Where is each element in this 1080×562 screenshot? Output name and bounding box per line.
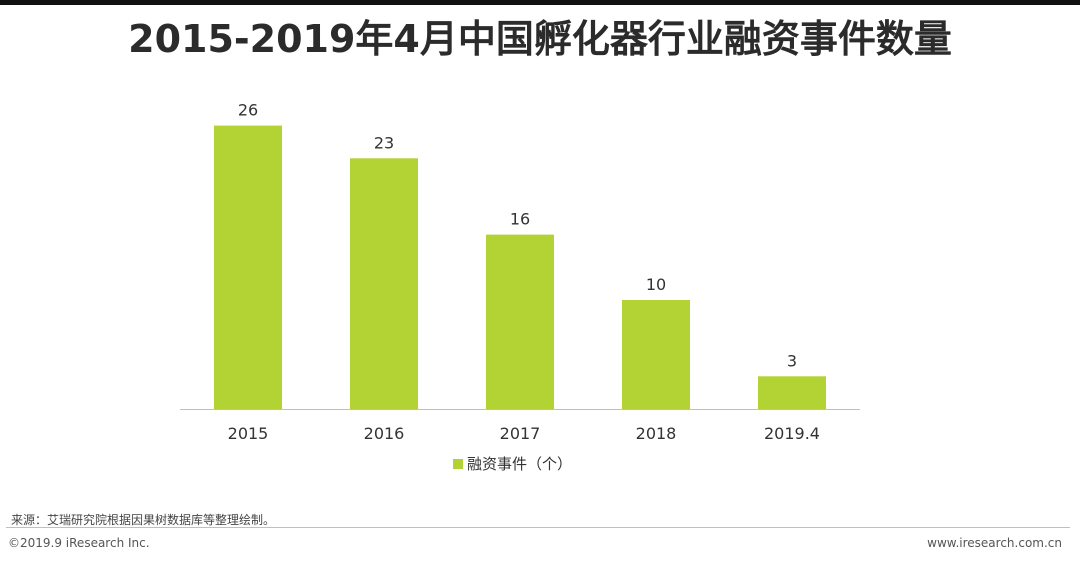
bar-2018 — [622, 300, 690, 409]
data-label-2017: 16 — [510, 210, 530, 229]
bar-2017 — [486, 234, 554, 409]
legend-swatch — [453, 459, 463, 469]
bar-2015 — [214, 125, 282, 409]
data-label-2016: 23 — [374, 133, 394, 152]
x-tick-label-2016: 2016 — [364, 424, 405, 443]
bar-chart: 26 2015 23 2016 16 2017 10 2018 3 2019.4 融资事件（个） — [180, 101, 860, 473]
chart-title: 2015-2019年4月中国孵化器行业融资事件数量 — [128, 17, 952, 61]
data-label-2018: 10 — [646, 275, 666, 294]
footer-divider — [6, 527, 1070, 528]
x-tick-label-2015: 2015 — [228, 424, 269, 443]
bar-2016 — [350, 158, 418, 409]
data-label-2015: 26 — [238, 101, 258, 120]
top-bar — [0, 0, 1080, 5]
x-tick-label-2018: 2018 — [636, 424, 677, 443]
data-label-2019.4: 3 — [787, 351, 797, 370]
website-link[interactable]: www.iresearch.com.cn — [927, 536, 1062, 550]
bar-2019.4 — [758, 376, 826, 409]
copyright-text: ©2019.9 iResearch Inc. — [8, 536, 150, 550]
legend-label: 融资事件（个） — [467, 455, 572, 473]
x-tick-label-2017: 2017 — [500, 424, 541, 443]
x-tick-label-2019.4: 2019.4 — [764, 424, 820, 443]
source-note: 来源：艾瑞研究院根据因果树数据库等整理绘制。 — [11, 513, 276, 527]
